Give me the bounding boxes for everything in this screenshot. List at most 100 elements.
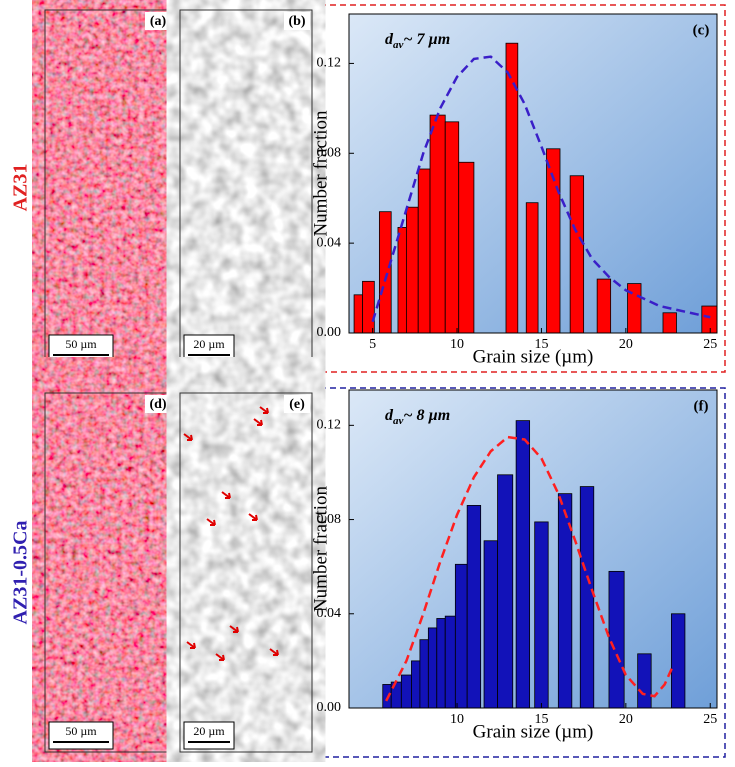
y-tick-label: 0.00 [317,325,342,340]
label-box [284,395,310,413]
x-tick-label: 5 [369,337,376,352]
annotation: dav~ 8 µm [385,407,450,427]
group-label: AZ31 [10,164,32,212]
micrograph [180,393,312,752]
label-box [145,12,171,30]
micrograph [45,393,173,752]
y-tick-label: 0.12 [317,56,342,71]
x-tick-label: 25 [703,337,717,352]
annotation: dav~ 7 µm [385,31,450,51]
bar [362,280,375,334]
bar [427,627,438,709]
plot-frame [348,389,718,709]
scale-label: 50 µm [65,724,97,738]
micrograph [45,10,173,365]
bar [429,114,446,334]
bar [701,305,718,334]
y-tick-label: 0.12 [317,418,342,433]
x-tick-label: 15 [534,712,548,727]
arrow [259,406,269,414]
bar [671,613,686,709]
label-box [145,395,171,413]
bar [444,121,460,334]
arrow [269,648,279,656]
arrow [248,513,258,521]
bar [483,540,498,709]
bar [534,521,549,709]
panel-label: (b) [288,14,305,29]
bar [405,206,419,334]
y-axis-label: Number fraction [310,485,331,612]
bar [525,202,539,334]
annotation-main: d [385,407,394,424]
x-tick-label: 20 [619,712,633,727]
y-tick-label: 0.00 [317,700,342,715]
y-tick-label: 0.04 [317,606,342,621]
scale-label: 20 µm [193,337,225,351]
bar [608,570,625,709]
bar [419,639,429,709]
arrow [221,491,231,499]
arrow [206,518,216,526]
bar [569,175,585,334]
fit-curve [371,55,711,323]
x-axis-label: Grain size (µm) [473,346,594,367]
plot-area [349,390,717,708]
annotation-rest: ~ 8 µm [403,407,450,424]
scale-box [48,721,114,750]
plot-frame [348,13,718,334]
annotation-main: d [385,31,394,48]
micrograph [180,10,312,365]
x-axis-label: Grain size (µm) [473,721,594,742]
x-tick-label: 20 [619,337,633,352]
bar [444,615,456,709]
bar [378,211,392,334]
arrow [253,418,263,426]
bar [454,563,468,709]
arrow [183,433,193,441]
panel-label: (e) [289,397,305,412]
x-tick-label: 10 [450,712,464,727]
panel-label: (c) [693,22,710,38]
frame [39,4,726,373]
bar [515,420,531,709]
label-box [284,12,310,30]
micrograph-border [179,9,313,366]
panel-label: (a) [150,14,167,29]
bar [417,168,431,334]
x-tick-label: 25 [703,712,717,727]
y-tick-label: 0.08 [317,146,342,161]
micrograph-border [44,9,174,366]
group-label: AZ31-0.5Ca [10,521,32,625]
bar [596,278,612,334]
bar [497,474,514,709]
bar [466,505,482,709]
bar [382,684,392,709]
micrograph-border [179,392,313,753]
annotation-rest: ~ 7 µm [403,31,450,48]
bar [411,660,421,709]
arrow [186,641,196,649]
bar [353,294,363,334]
bar [458,161,475,334]
bar [579,486,595,709]
fit-curve [385,435,675,702]
y-tick-label: 0.08 [317,512,342,527]
scale-label: 20 µm [193,724,225,738]
arrow [229,625,239,633]
panel-label: (d) [149,397,166,412]
x-tick-label: 10 [450,337,464,352]
bar [637,653,652,709]
scale-box [183,721,235,750]
bar [397,227,407,334]
bar [400,674,412,709]
scale-label: 50 µm [65,337,97,351]
annotation-sub: av [393,415,404,427]
panel-label: (f) [694,398,709,414]
y-tick-label: 0.04 [317,235,342,250]
arrow [215,653,225,661]
scale-box [48,334,114,363]
scale-box [183,334,235,363]
y-axis-label: Number fraction [310,110,331,237]
